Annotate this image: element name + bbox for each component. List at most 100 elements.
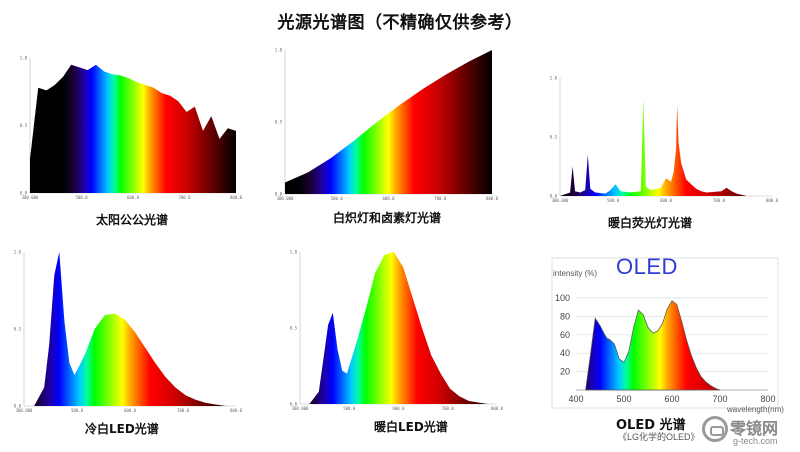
sun-x-tick-label: 500.0 — [75, 195, 88, 200]
sun-x-tick-label: 300.000 — [22, 195, 39, 200]
warm-led-spectrum-area — [309, 252, 488, 404]
warm-led-y-tick-label: 0.5 — [290, 326, 298, 331]
warm-led-y-tick-label: 1.0 — [290, 250, 298, 255]
cool-led-x-tick-label: 300.000 — [16, 408, 33, 413]
sun-x-tick-label: 600.0 — [127, 195, 140, 200]
oled-data-point — [710, 385, 711, 386]
chart-caption-oled: OLED 光谱 — [616, 418, 686, 433]
oled-data-point — [619, 358, 620, 359]
oled-spectrum-area — [585, 300, 721, 391]
chart-caption-incandescent: 白炽灯和卤素灯光谱 — [333, 211, 442, 225]
chart-caption-warm-led: 暖白LED光谱 — [374, 420, 448, 434]
fluorescent-y-tick-label: 0.0 — [550, 194, 558, 199]
watermark-name: 零镜网 — [730, 419, 779, 438]
watermark: 零镜网 g-tech.com — [700, 414, 800, 452]
warm-led-x-tick-label: 500.0 — [343, 406, 356, 411]
chart-caption-cool-led: 冷白LED光谱 — [85, 422, 159, 436]
incandescent-x-tick-label: 700.0 — [434, 196, 447, 201]
oled-data-point — [671, 300, 672, 301]
oled-x-axis-label: wavelength(nm) — [726, 405, 784, 414]
source-credit: 《LG化学的OLED》 — [618, 432, 700, 442]
incandescent-x-tick-label: 300.000 — [277, 196, 294, 201]
oled-data-point — [657, 331, 658, 332]
cool-led-x-tick-label: 700.0 — [177, 408, 190, 413]
cool-led-x-tick-label: 600.0 — [124, 408, 137, 413]
oled-y-tick-label: 60 — [560, 330, 570, 340]
warm-led-y-tick-label: 0.0 — [290, 402, 298, 407]
oled-x-tick-label: 800 — [760, 394, 775, 404]
sun-spectrum-area — [30, 64, 236, 193]
warm-led-x-tick-label: 600.0 — [392, 406, 405, 411]
oled-data-point — [643, 314, 644, 315]
fluorescent-x-tick-label: 700.0 — [713, 198, 726, 203]
oled-data-point — [607, 338, 608, 339]
oled-x-tick-label: 600 — [664, 394, 679, 404]
fluorescent-y-tick-label: 1.0 — [550, 76, 558, 81]
chart-caption-sun: 太阳公公光谱 — [96, 213, 169, 227]
oled-data-point — [695, 366, 696, 367]
sun-y-tick-label: 0.5 — [20, 123, 28, 128]
fluorescent-x-tick-label: 600.0 — [660, 198, 673, 203]
incandescent-y-tick-label: 0.0 — [275, 192, 283, 197]
sun-y-tick-label: 0.0 — [20, 191, 28, 196]
incandescent-y-tick-label: 0.5 — [275, 120, 283, 125]
fluorescent-x-tick-label: 800.0 — [766, 198, 779, 203]
oled-data-point — [715, 388, 716, 389]
oled-data-point — [700, 376, 701, 377]
oled-data-point — [652, 332, 653, 333]
oled-data-point — [686, 339, 687, 340]
sun-y-tick-label: 1.0 — [20, 56, 28, 61]
oled-data-point — [595, 318, 596, 319]
oled-data-point — [590, 354, 591, 355]
oled-data-point — [647, 327, 648, 328]
watermark-logo-icon — [702, 416, 728, 442]
oled-x-tick-label: 400 — [568, 394, 583, 404]
oled-data-point — [681, 320, 682, 321]
incandescent-spectrum-area — [285, 50, 492, 194]
warm-led-x-tick-label: 300.000 — [292, 406, 309, 411]
oled-data-point — [585, 389, 586, 390]
warm-led-x-tick-label: 800.0 — [491, 406, 504, 411]
oled-data-point — [705, 381, 706, 382]
incandescent-x-tick-label: 600.0 — [382, 196, 395, 201]
oled-data-point — [623, 362, 624, 363]
oled-data-point — [614, 343, 615, 344]
cool-led-x-tick-label: 500.0 — [71, 408, 84, 413]
watermark-url: g-tech.com — [733, 436, 778, 446]
oled-y-tick-label: 20 — [560, 367, 570, 377]
oled-data-point — [662, 323, 663, 324]
oled-data-point — [719, 389, 720, 390]
cool-led-y-tick-label: 1.0 — [14, 250, 22, 255]
cool-led-spectrum-area — [34, 252, 226, 406]
oled-data-point — [609, 339, 610, 340]
oled-data-point — [628, 351, 629, 352]
oled-y-axis-label: intensity (%) — [553, 269, 597, 278]
fluorescent-x-tick-label: 300.000 — [552, 198, 569, 203]
incandescent-x-tick-label: 500.0 — [331, 196, 344, 201]
fluorescent-x-tick-label: 500.0 — [607, 198, 620, 203]
cool-led-y-tick-label: 0.0 — [14, 404, 22, 409]
sun-x-tick-label: 700.0 — [178, 195, 191, 200]
oled-y-tick-label: 100 — [555, 293, 570, 303]
incandescent-x-tick-label: 800.0 — [486, 196, 499, 201]
oled-data-point — [676, 304, 677, 305]
fluorescent-y-tick-label: 0.5 — [550, 135, 558, 140]
oled-data-point — [633, 327, 634, 328]
cool-led-x-tick-label: 800.0 — [230, 408, 243, 413]
sun-x-tick-label: 800.0 — [230, 195, 243, 200]
chart-caption-fluorescent: 暖白荧光灯光谱 — [608, 216, 693, 230]
incandescent-y-tick-label: 1.0 — [275, 48, 283, 53]
oled-y-tick-label: 80 — [560, 311, 570, 321]
oled-data-point — [604, 334, 605, 335]
oled-x-tick-label: 700 — [712, 394, 727, 404]
warm-led-x-tick-label: 700.0 — [442, 406, 455, 411]
oled-y-tick-label: 40 — [560, 348, 570, 358]
oled-data-point — [638, 309, 639, 310]
cool-led-y-tick-label: 0.5 — [14, 327, 22, 332]
